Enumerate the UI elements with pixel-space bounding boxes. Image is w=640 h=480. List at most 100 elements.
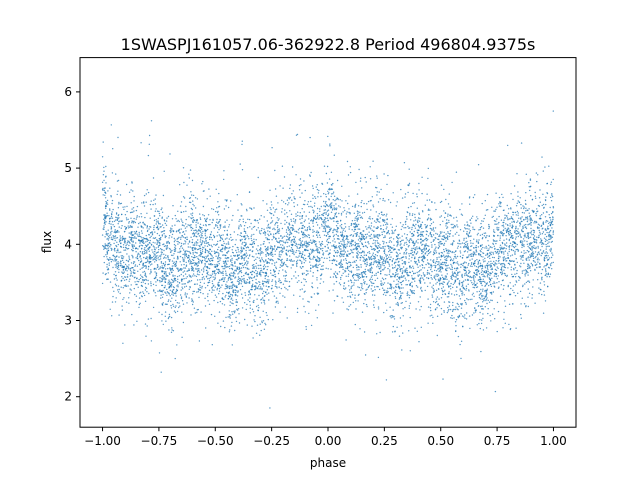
data-point [327, 190, 329, 192]
data-point [414, 258, 416, 260]
data-point [507, 212, 510, 214]
data-point [461, 290, 463, 292]
data-point [332, 235, 335, 238]
data-point [437, 263, 439, 266]
data-point [398, 278, 401, 280]
data-point [124, 249, 127, 251]
data-point [305, 328, 307, 330]
data-point [368, 217, 370, 219]
data-point [182, 253, 184, 256]
data-point [149, 273, 151, 275]
data-point [445, 233, 447, 235]
data-point [243, 258, 245, 260]
data-point [349, 279, 352, 281]
data-point [282, 187, 284, 189]
data-point [390, 256, 392, 258]
data-point [397, 261, 400, 263]
data-point [541, 156, 543, 158]
data-point [524, 283, 526, 285]
data-point [281, 208, 283, 210]
data-point [283, 235, 286, 237]
data-point [353, 223, 355, 225]
data-point [182, 249, 185, 251]
data-point [253, 264, 255, 266]
data-point [441, 261, 444, 264]
data-point [515, 225, 517, 228]
data-point [505, 223, 507, 225]
data-point [211, 282, 214, 285]
data-point [465, 287, 468, 290]
data-point [405, 216, 408, 218]
data-point [428, 248, 430, 251]
data-point [424, 252, 427, 254]
data-point [511, 243, 514, 246]
data-point [224, 226, 226, 229]
data-point [386, 226, 388, 228]
data-point [318, 257, 320, 259]
data-point [321, 223, 323, 226]
data-point [328, 230, 331, 233]
data-point [385, 215, 387, 217]
data-point [464, 279, 467, 281]
data-point [130, 289, 132, 291]
data-point [240, 250, 242, 252]
data-point [369, 235, 371, 237]
data-point [255, 282, 257, 284]
data-point [503, 251, 505, 253]
data-point [304, 257, 307, 260]
data-point [400, 276, 403, 279]
data-point [450, 288, 452, 290]
data-point [357, 254, 359, 256]
data-point [229, 274, 231, 277]
data-point [384, 262, 386, 264]
data-point [354, 241, 356, 243]
data-point [159, 248, 162, 250]
data-point [299, 196, 301, 198]
data-point [284, 219, 286, 222]
data-point [314, 197, 317, 199]
data-point [182, 196, 185, 198]
data-point [377, 226, 379, 228]
data-point [301, 243, 304, 246]
data-point [246, 268, 248, 270]
data-point [284, 213, 286, 215]
data-point [159, 279, 161, 282]
data-point [175, 262, 177, 265]
data-point [422, 243, 424, 246]
data-point [473, 295, 475, 298]
data-point [167, 281, 170, 283]
data-point [115, 216, 117, 218]
data-point [401, 246, 403, 249]
data-point [111, 221, 114, 223]
data-point [272, 255, 274, 257]
data-point [425, 243, 427, 245]
data-point [209, 236, 211, 238]
data-point [529, 270, 532, 272]
data-point [235, 301, 237, 303]
data-point [446, 219, 448, 221]
data-point [520, 313, 522, 316]
data-point [272, 319, 274, 321]
data-point [263, 264, 266, 266]
data-point [105, 232, 108, 234]
data-point [117, 190, 119, 192]
data-point [382, 240, 384, 242]
data-point [495, 208, 497, 211]
data-point [502, 327, 504, 329]
data-point [137, 257, 139, 259]
data-point [355, 279, 357, 282]
data-point [270, 288, 273, 290]
data-point [370, 233, 372, 236]
data-point [487, 312, 489, 315]
data-point [549, 273, 552, 275]
data-point [428, 266, 430, 269]
data-point [487, 209, 489, 211]
data-point [514, 267, 517, 269]
data-point [366, 246, 369, 249]
data-point [368, 269, 370, 271]
data-point [432, 234, 435, 236]
data-point [140, 244, 142, 246]
data-point [539, 189, 541, 191]
data-point [545, 251, 547, 253]
data-point [103, 189, 106, 192]
